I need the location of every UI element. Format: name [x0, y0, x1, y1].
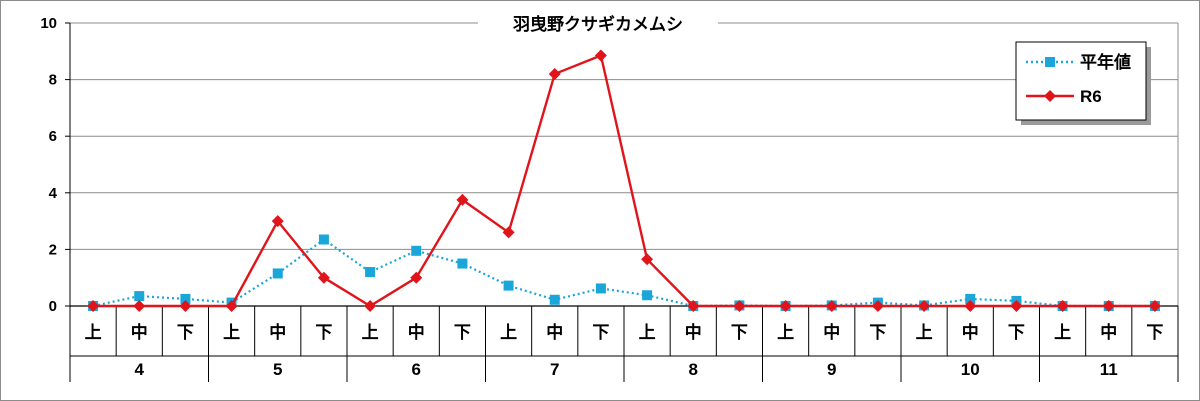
data-point-avg — [411, 245, 422, 256]
data-point-avg — [180, 293, 191, 304]
data-point-r6 — [687, 300, 700, 312]
x-category-label: 下 — [869, 323, 886, 342]
data-point-r6 — [1148, 300, 1161, 312]
x-category-label: 上 — [916, 323, 933, 342]
data-point-avg — [272, 268, 283, 279]
data-point-avg — [318, 234, 329, 245]
series-layer — [87, 49, 1161, 312]
data-point-r6 — [1010, 300, 1023, 312]
y-tick-label: 4 — [49, 185, 58, 202]
data-point-r6 — [271, 215, 284, 228]
legend-marker-avg — [1045, 57, 1055, 67]
x-category-label: 中 — [408, 322, 425, 342]
chart-title-group: 羽曳野クサギカメムシ — [478, 11, 718, 35]
data-point-r6 — [133, 300, 146, 312]
chart-title: 羽曳野クサギカメムシ — [513, 14, 683, 34]
data-point-r6 — [779, 300, 792, 312]
data-point-r6 — [364, 300, 377, 312]
month-label: 4 — [135, 360, 145, 379]
data-point-r6 — [456, 193, 469, 206]
x-category-label: 下 — [592, 323, 609, 342]
axes — [65, 22, 1179, 382]
x-category-label: 下 — [454, 323, 471, 342]
month-label: 5 — [273, 360, 282, 379]
data-point-r6 — [733, 300, 746, 312]
x-category-label: 下 — [315, 323, 332, 342]
data-point-r6 — [825, 300, 838, 312]
grid-lines — [70, 22, 1178, 250]
x-category-label: 中 — [685, 322, 702, 342]
month-label: 6 — [412, 360, 421, 379]
x-category-label: 上 — [223, 323, 240, 342]
month-label: 11 — [1100, 360, 1118, 379]
month-label: 7 — [550, 360, 559, 379]
series-line-0 — [92, 238, 1155, 308]
legend: 平年値 R6 — [1015, 41, 1151, 125]
x-category-label: 中 — [962, 322, 979, 342]
month-label: 8 — [689, 360, 698, 379]
series-line-1 — [93, 54, 1155, 308]
chart-title-background — [478, 11, 718, 35]
data-point-r6 — [87, 300, 100, 312]
x-category-label: 下 — [1146, 323, 1163, 342]
x-category-label: 上 — [1054, 323, 1071, 342]
data-point-r6 — [918, 300, 931, 312]
data-point-r6 — [317, 271, 330, 284]
x-category-label: 中 — [131, 322, 148, 342]
data-point-avg — [503, 280, 514, 291]
data-point-r6 — [410, 271, 423, 284]
legend-box — [1015, 41, 1147, 121]
data-point-avg — [457, 258, 468, 269]
data-point-avg — [642, 290, 653, 301]
x-category-label: 上 — [85, 323, 102, 342]
x-category-label: 中 — [823, 322, 840, 342]
data-point-avg — [365, 267, 376, 278]
data-point-r6 — [871, 300, 884, 312]
x-category-label: 上 — [362, 323, 379, 342]
y-tick-label: 10 — [40, 15, 57, 32]
x-category-label: 中 — [1100, 322, 1117, 342]
data-point-r6 — [179, 300, 192, 312]
y-tick-label: 6 — [49, 128, 57, 145]
x-category-label: 上 — [777, 323, 794, 342]
legend-label-avg: 平年値 — [1080, 52, 1131, 72]
data-point-avg — [965, 293, 976, 304]
y-tick-labels: 0 2 4 6 8 10 — [40, 15, 57, 315]
data-point-r6 — [594, 49, 607, 62]
data-point-r6 — [502, 226, 515, 239]
x-category-label: 下 — [731, 323, 748, 342]
x-category-label: 下 — [177, 323, 194, 342]
data-point-r6 — [1056, 300, 1069, 312]
legend-marker-r6 — [1044, 90, 1056, 102]
data-point-r6 — [964, 300, 977, 312]
data-point-avg — [134, 291, 145, 302]
x-category-label: 中 — [546, 322, 563, 342]
data-point-r6 — [225, 300, 238, 312]
month-label: 10 — [961, 360, 980, 379]
y-tick-label: 0 — [49, 298, 57, 315]
x-category-label: 上 — [639, 323, 656, 342]
data-point-avg — [549, 294, 560, 305]
y-tick-label: 2 — [49, 241, 57, 258]
data-point-r6 — [641, 253, 654, 266]
data-point-r6 — [1102, 300, 1115, 312]
x-category-label: 中 — [269, 322, 286, 342]
x-category-labels: 上 中 下 上 中 下 上 中 下 上 中 下 上 中 下 上 中 下 上 中 下 上 中 下 4 5 6 7 8 9 10 11 — [85, 322, 1164, 379]
data-point-r6 — [548, 67, 561, 80]
month-label: 9 — [827, 360, 836, 379]
x-category-label: 下 — [1008, 323, 1025, 342]
y-tick-label: 8 — [49, 72, 57, 89]
data-point-avg — [595, 283, 606, 294]
x-category-label: 上 — [500, 323, 517, 342]
legend-label-r6: R6 — [1080, 87, 1102, 106]
